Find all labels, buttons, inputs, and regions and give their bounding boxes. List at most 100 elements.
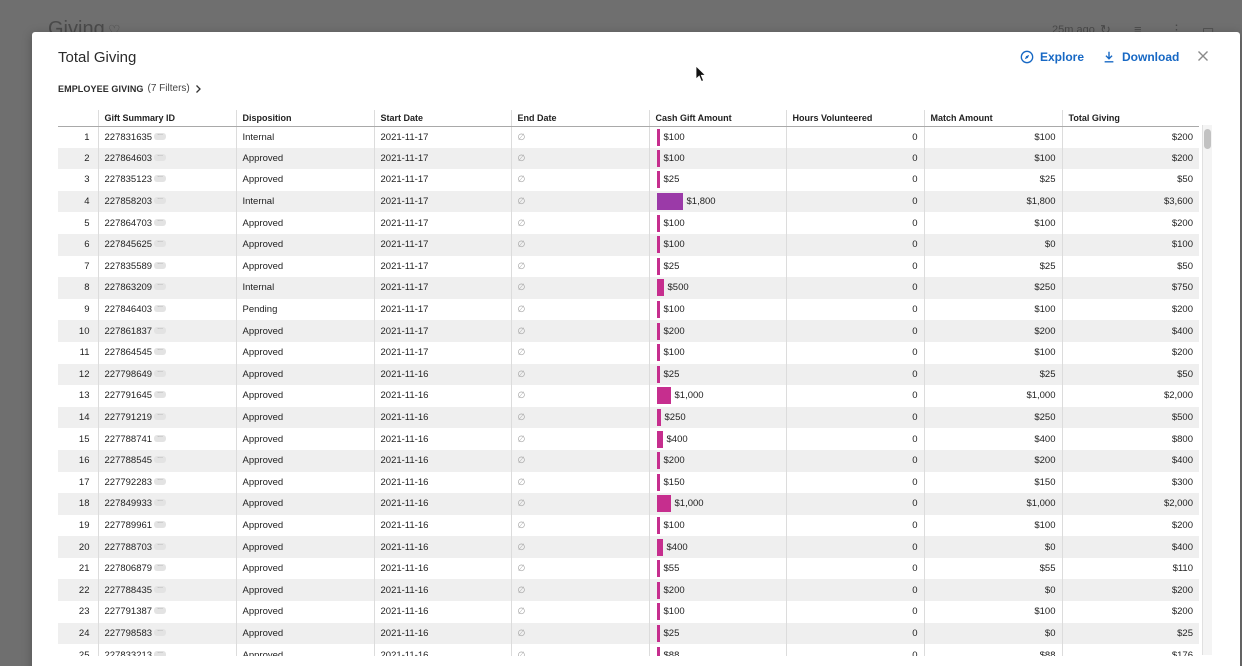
table-row[interactable]: 4 227858203 ··· Internal 2021-11-17 ∅ $1,800 0 $… [58, 190, 1199, 213]
table-row[interactable]: 17 227792283 ··· Approved 2021-11-16 ∅ $150 0 $1… [58, 471, 1199, 494]
column-header-hours-volunteered[interactable]: Hours Volunteered [785, 110, 924, 127]
row-number: 19 [78, 519, 90, 531]
more-options-icon[interactable]: ··· [154, 412, 167, 420]
start-date-cell: 2021-11-16 [373, 557, 511, 580]
table-row[interactable]: 3 227835123 ··· Approved 2021-11-17 ∅ $25 0 $25 $… [58, 169, 1199, 191]
end-date-null-cell: ∅ [510, 363, 649, 386]
more-options-icon[interactable]: ··· [154, 585, 167, 593]
download-button[interactable]: Download [1102, 50, 1179, 64]
total-giving-cell: $25 [1061, 622, 1199, 645]
hours-volunteered-cell: 0 [785, 169, 924, 191]
table-row[interactable]: 19 227789961 ··· Approved 2021-11-16 ∅ $100 0 $1… [58, 514, 1199, 537]
more-options-icon[interactable]: ··· [154, 477, 167, 485]
end-date-null-cell: ∅ [510, 622, 649, 645]
column-header-match-amount[interactable]: Match Amount [923, 110, 1062, 127]
table-row[interactable]: 6 227845625 ··· Approved 2021-11-17 ∅ $100 0 $0 $… [58, 233, 1199, 256]
more-options-icon[interactable]: ··· [154, 326, 167, 334]
match-amount-cell: $25 [923, 363, 1062, 386]
more-options-icon[interactable]: ··· [154, 650, 167, 656]
start-date-cell: 2021-11-16 [373, 363, 511, 386]
more-options-icon[interactable]: ··· [154, 520, 167, 528]
table-row[interactable]: 9 227846403 ··· Pending 2021-11-17 ∅ $100 0 $100… [58, 298, 1199, 321]
vertical-scrollbar[interactable] [1202, 125, 1212, 655]
table-row[interactable]: 15 227788741 ··· Approved 2021-11-16 ∅ $400 0 $4… [58, 428, 1199, 450]
table-row[interactable]: 10 227861837 ··· Approved 2021-11-17 ∅ $200 0 $2… [58, 320, 1199, 342]
table-row[interactable]: 18 227849933 ··· Approved 2021-11-16 ∅ $1,000 0… [58, 493, 1199, 515]
table-row[interactable]: 13 227791645 ··· Approved 2021-11-16 ∅ $1,000 0… [58, 385, 1199, 407]
more-options-icon[interactable]: ··· [154, 628, 167, 636]
table-row[interactable]: 22 227788435 ··· Approved 2021-11-16 ∅ $200 0 $0… [58, 579, 1199, 602]
table-row[interactable]: 8 227863209 ··· Internal 2021-11-17 ∅ $500 0 $25… [58, 277, 1199, 299]
column-header-cash-gift-amount[interactable]: Cash Gift Amount [648, 110, 786, 127]
column-header-gift-summary-id[interactable]: Gift Summary ID [97, 110, 236, 127]
close-icon[interactable] [1195, 48, 1211, 64]
start-date-cell: 2021-11-17 [373, 190, 511, 213]
match-amount-cell: $1,000 [923, 493, 1062, 515]
table-row[interactable]: 7 227835589 ··· Approved 2021-11-17 ∅ $25 0 $25 $… [58, 255, 1199, 278]
column-header-end-date[interactable]: End Date [510, 110, 649, 127]
cash-gift-amount: $200 [663, 584, 685, 596]
more-options-icon[interactable]: ··· [154, 455, 167, 464]
more-options-icon[interactable]: ··· [154, 132, 167, 140]
cash-gift-amount: $1,000 [674, 390, 704, 402]
row-number: 3 [84, 174, 90, 186]
total-giving-cell: $110 [1061, 557, 1199, 580]
more-options-icon[interactable]: ··· [154, 239, 167, 248]
table-row[interactable]: 21 227806879 ··· Approved 2021-11-16 ∅ $55 0 $55… [58, 557, 1199, 580]
cash-gift-amount-cell: $100 [648, 233, 786, 256]
table-row[interactable]: 5 227864703 ··· Approved 2021-11-17 ∅ $100 0 $10… [58, 212, 1199, 234]
column-header-start-date[interactable]: Start Date [373, 110, 511, 127]
gift-summary-id: 227791219 [104, 412, 153, 424]
table-row[interactable]: 2 227864603 ··· Approved 2021-11-17 ∅ $100 0 $10… [58, 147, 1199, 170]
row-number: 17 [78, 476, 90, 488]
table-row[interactable]: 23 227791387 ··· Approved 2021-11-16 ∅ $100 0 $1… [58, 601, 1199, 623]
cash-gift-amount: $200 [663, 325, 685, 337]
end-date-null-cell: ∅ [510, 385, 649, 407]
table-row[interactable]: 25 227833213 ··· Approved 2021-11-16 ∅ $88 0 $88… [58, 644, 1199, 656]
more-options-icon[interactable]: ··· [154, 542, 167, 550]
more-options-icon[interactable]: ··· [154, 369, 167, 377]
refresh-icon[interactable]: ↻ [1100, 22, 1111, 37]
more-options-icon[interactable]: ··· [154, 563, 167, 572]
more-options-icon[interactable]: ··· [154, 261, 167, 269]
more-options-icon[interactable]: ··· [154, 196, 167, 205]
row-number: 25 [78, 649, 90, 656]
table-row[interactable]: 1 227831635 ··· Internal 2021-11-17 ∅ $100 0 $10… [58, 126, 1199, 148]
table-row[interactable]: 20 227788703 ··· Approved 2021-11-16 ∅ $400 0 $0… [58, 536, 1199, 558]
column-header-total-giving[interactable]: Total Giving [1061, 110, 1199, 127]
table-row[interactable]: 12 227798649 ··· Approved 2021-11-16 ∅ $25 0 $25… [58, 363, 1199, 386]
hours-volunteered-cell: 0 [785, 471, 924, 494]
table-row[interactable]: 24 227798583 ··· Approved 2021-11-16 ∅ $25 0 $0 $… [58, 622, 1199, 645]
disposition-cell: Approved [235, 449, 374, 472]
match-amount-cell: $100 [923, 212, 1062, 234]
cash-gift-bar [656, 149, 660, 167]
more-options-icon[interactable]: ··· [154, 304, 167, 313]
hours-volunteered-cell: 0 [785, 644, 924, 656]
column-header-disposition[interactable]: Disposition [235, 110, 374, 127]
disposition-cell: Approved [235, 579, 374, 602]
cash-gift-bar [656, 560, 660, 578]
more-options-icon[interactable]: ··· [154, 606, 167, 615]
match-amount-cell: $100 [923, 341, 1062, 364]
data-table-container[interactable]: Gift Summary ID Disposition Start Date E… [58, 110, 1214, 656]
more-options-icon[interactable]: ··· [154, 434, 167, 442]
cash-gift-amount-cell: $25 [648, 169, 786, 191]
more-options-icon[interactable]: ··· [154, 390, 167, 399]
more-options-icon[interactable]: ··· [154, 282, 167, 291]
total-giving-cell: $200 [1061, 579, 1199, 602]
more-options-icon[interactable]: ··· [154, 498, 167, 507]
more-options-icon[interactable]: ··· [154, 153, 167, 161]
hours-volunteered-cell: 0 [785, 579, 924, 602]
filter-icon[interactable]: ≡ [1134, 22, 1142, 37]
scrollbar-thumb[interactable] [1204, 129, 1211, 149]
more-options-icon[interactable]: ··· [154, 218, 167, 226]
filters-breadcrumb[interactable]: EMPLOYEE GIVING (7 Filters) [58, 83, 202, 94]
row-number: 8 [58, 277, 98, 299]
table-row[interactable]: 16 227788545 ··· Approved 2021-11-16 ∅ $200 0 $2… [58, 449, 1199, 472]
more-options-icon[interactable]: ··· [154, 174, 167, 183]
cash-gift-amount: $1,800 [686, 196, 716, 208]
table-row[interactable]: 11 227864545 ··· Approved 2021-11-17 ∅ $100 0 $1… [58, 341, 1199, 364]
more-options-icon[interactable]: ··· [154, 347, 167, 356]
table-row[interactable]: 14 227791219 ··· Approved 2021-11-16 ∅ $250 0 $2… [58, 406, 1199, 429]
explore-button[interactable]: Explore [1020, 50, 1084, 64]
